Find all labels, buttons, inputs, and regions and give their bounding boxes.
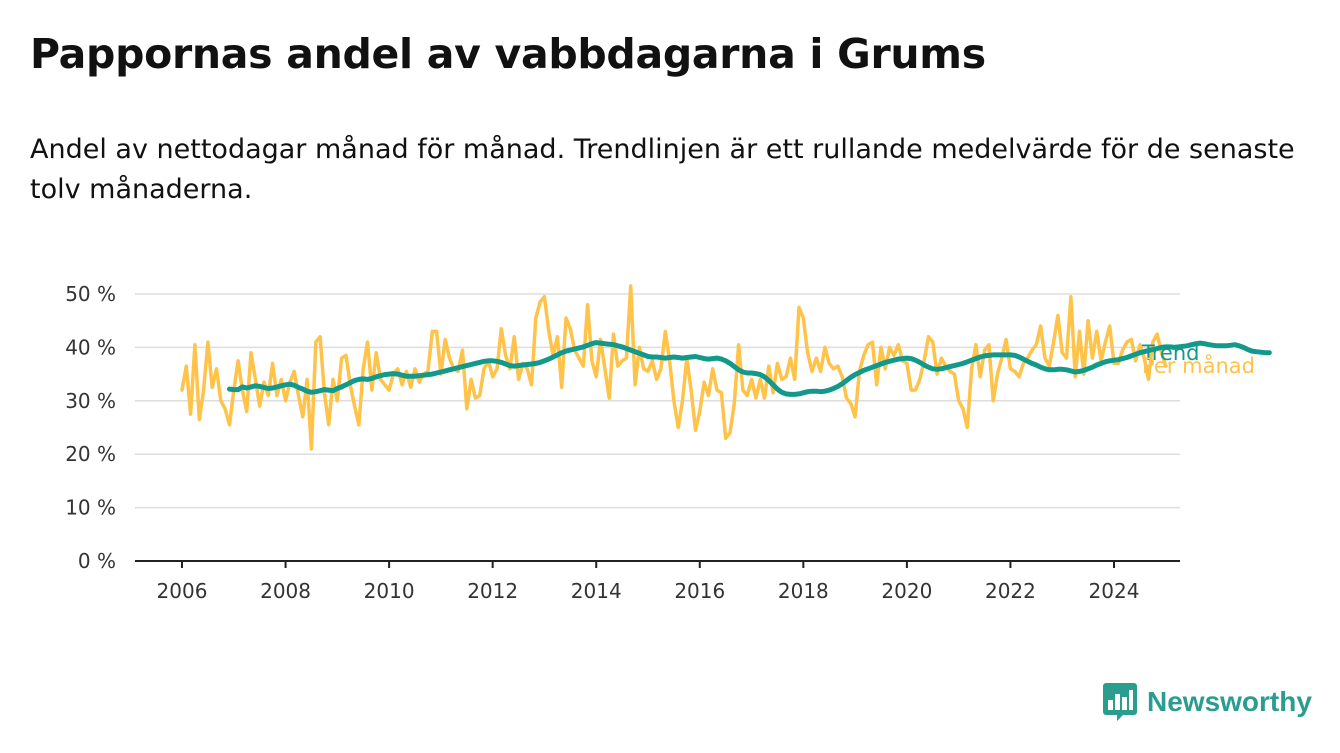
x-tick-label: 2008 [260,579,311,603]
y-tick-label: 30 % [65,389,116,413]
y-tick-label: 0 % [78,549,116,573]
x-tick-label: 2006 [157,579,208,603]
x-tick-label: 2012 [467,579,518,603]
x-tick-label: 2022 [985,579,1036,603]
x-tick-label: 2016 [674,579,725,603]
brand-name: Newsworthy [1147,686,1312,717]
brand-logo: Newsworthy [1103,683,1312,721]
bar-chart-speech-bubble-icon [1103,683,1137,721]
monthly-line [180,284,1168,451]
x-tick-label: 2014 [571,579,622,603]
chart-subtitle: Andel av nettodagar månad för månad. Tre… [30,134,1295,205]
y-axis-tick-labels: 0 % 10 % 20 % 30 % 40 % 50 % [65,282,116,573]
x-tick-label: 2018 [778,579,829,603]
legend-label-trend: Trend [1141,341,1199,365]
y-tick-label: 50 % [65,282,116,306]
legend-label-monthly: Per månad [1142,353,1255,378]
trend-line [227,340,1272,397]
x-tick-label: 2020 [881,579,932,603]
y-tick-label: 20 % [65,442,116,466]
x-axis: 2006 2008 2010 2012 2014 2016 2018 2020 2022 2024 [157,561,1140,603]
y-tick-label: 10 % [65,496,116,520]
chart-title: Pappornas andel av vabbdagarna i Grums [30,30,986,78]
x-tick-label: 2010 [364,579,415,603]
gridlines [135,293,1180,509]
x-tick-label: 2024 [1089,579,1140,603]
y-tick-label: 40 % [65,335,116,359]
series-lines [180,284,1272,451]
